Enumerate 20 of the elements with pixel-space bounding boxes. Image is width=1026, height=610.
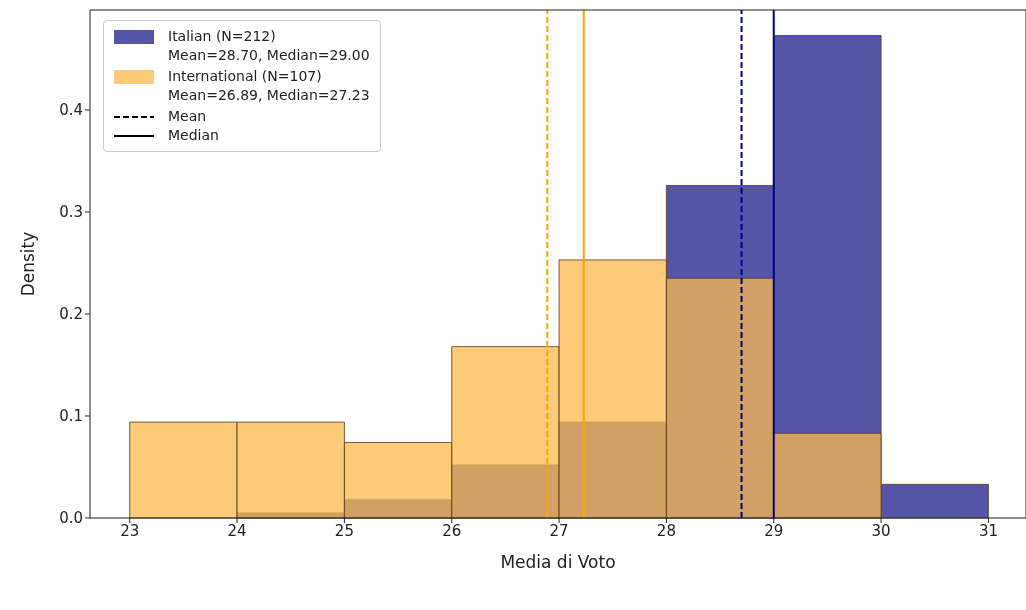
y-tick-label: 0.4	[59, 101, 83, 120]
legend-label: Italian (N=212) Mean=28.70, Median=29.00	[168, 27, 370, 65]
y-tick-label: 0.3	[59, 203, 83, 222]
annotation: Median	[168, 126, 219, 145]
x-tick-label: 31	[978, 521, 998, 540]
x-tick-label: 24	[227, 521, 247, 540]
x-tick-label: 25	[334, 521, 354, 540]
y-tick-label: 0.0	[59, 509, 83, 528]
x-tick-label: 27	[549, 521, 569, 540]
x-tick-label: 29	[764, 521, 784, 540]
x-tick-label: 26	[442, 521, 462, 540]
y-tick-label: 0.2	[59, 305, 83, 324]
x-tick-label: 23	[120, 521, 140, 540]
y-tick-label: 0.1	[59, 407, 83, 426]
x-axis-title: Media di Voto	[500, 552, 616, 572]
y-axis-title: Density	[18, 231, 39, 297]
legend-label: International (N=107) Mean=26.89, Median=27.23	[168, 67, 370, 105]
x-tick-label: 30	[871, 521, 891, 540]
x-tick-label: 28	[656, 521, 676, 540]
annotation: Mean	[168, 107, 207, 126]
